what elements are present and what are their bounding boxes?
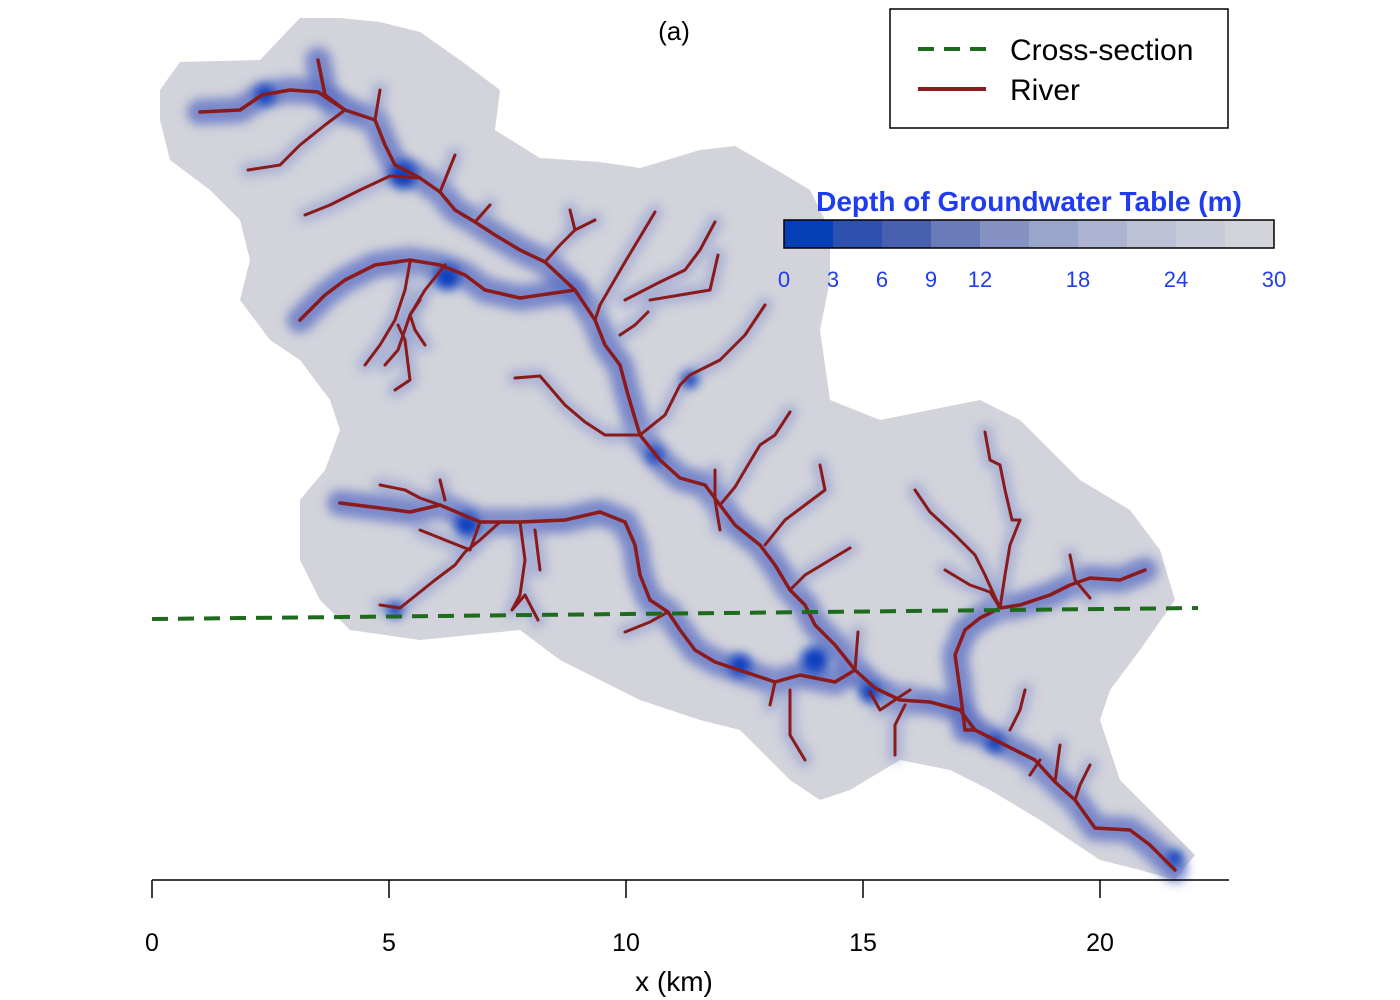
legend: Cross-section River: [889, 8, 1229, 129]
river-tributary: [246, 108, 347, 172]
x-tick-label: 15: [849, 929, 877, 957]
river-tributary: [533, 528, 542, 572]
river-tributary: [913, 488, 1002, 610]
x-axis-ticks: 0 5 10 15 20: [145, 880, 1114, 957]
river-tributary: [943, 568, 1002, 610]
colorbar-tick-label: 12: [968, 267, 992, 292]
river-main-channel: [338, 501, 857, 684]
watershed-domain: [160, 18, 1195, 880]
river-tributary: [373, 88, 382, 122]
river-tributary: [768, 680, 777, 707]
colorbar-tick-label: 18: [1066, 267, 1090, 292]
shallow-pocket: [682, 372, 698, 388]
river-tributary: [438, 153, 457, 194]
colorbar-title: Depth of Groundwater Table (m): [816, 186, 1242, 217]
river-tributary: [1028, 758, 1042, 777]
river-tributary: [418, 520, 482, 552]
colorbar-swatches: [784, 220, 1274, 248]
cross-section-line: [151, 606, 1199, 621]
colorbar-swatch: [1029, 220, 1078, 248]
shallow-pocket: [1167, 850, 1183, 866]
colorbar-tick-label: 9: [925, 267, 937, 292]
river-tributary: [1068, 553, 1092, 600]
river-tributary: [893, 703, 907, 757]
colorbar: Depth of Groundwater Table (m) 0 3 6 9 12 18 2…: [778, 186, 1286, 292]
river-tributary: [713, 468, 722, 532]
river-tributary: [363, 260, 412, 367]
x-tick-label: 20: [1086, 929, 1114, 957]
colorbar-tick-label: 0: [778, 267, 790, 292]
x-tick-label: 10: [612, 929, 640, 957]
river-tributary: [1053, 743, 1062, 784]
river-tributary: [788, 546, 852, 592]
panel-label: (a): [658, 16, 690, 46]
river-tributary: [1008, 688, 1027, 732]
river-tributary: [983, 430, 1022, 610]
river-tributary: [408, 298, 427, 347]
river-tributary: [853, 630, 860, 672]
river-tributary: [378, 483, 442, 507]
colorbar-tick-label: 24: [1164, 267, 1188, 292]
colorbar-swatch: [1176, 220, 1225, 248]
river-tributary: [393, 323, 412, 392]
river-tributary: [623, 610, 670, 634]
x-tick-label: 0: [145, 929, 159, 957]
colorbar-swatch: [882, 220, 931, 248]
river-network: [198, 58, 1177, 872]
river-tributary: [543, 228, 577, 264]
colorbar-swatch: [1078, 220, 1127, 248]
colorbar-swatch: [931, 220, 980, 248]
river-tributary: [473, 203, 492, 224]
river-tributary: [788, 688, 807, 762]
legend-cross-section-label: Cross-section: [1010, 34, 1193, 67]
river-tributary: [378, 520, 502, 610]
colorbar-swatch: [980, 220, 1029, 248]
colorbar-tick-labels: 0 3 6 9 12 18 24 30: [778, 267, 1286, 292]
colorbar-tick-label: 30: [1262, 267, 1286, 292]
colorbar-tick-label: 3: [827, 267, 839, 292]
colorbar-swatch: [1127, 220, 1176, 248]
x-axis: 0 5 10 15 20 x (km): [145, 879, 1229, 997]
colorbar-swatch: [1225, 220, 1274, 248]
river-tributary: [763, 463, 827, 547]
river-tributary: [618, 310, 650, 337]
shallow-pocket: [389, 161, 417, 189]
river-main-channel: [198, 88, 347, 114]
river-tributary: [623, 220, 717, 302]
colorbar-swatch: [833, 220, 882, 248]
river-tributary: [513, 374, 642, 437]
shallow-pocket: [801, 646, 829, 674]
colorbar-swatch: [784, 220, 833, 248]
river-main-channel: [316, 58, 1177, 872]
river-tributary: [638, 303, 767, 437]
legend-river-label: River: [1010, 74, 1080, 107]
river-tributary: [648, 253, 720, 302]
river-tributary: [593, 210, 657, 322]
river-tributary: [438, 478, 447, 502]
river-tributary: [510, 520, 540, 622]
x-axis-title: x (km): [635, 966, 713, 997]
river-main-channel: [298, 258, 577, 322]
river-tributary: [1073, 763, 1092, 802]
colorbar-tick-label: 6: [876, 267, 888, 292]
x-tick-label: 5: [382, 929, 396, 957]
river-tributary: [303, 174, 422, 217]
river-tributary: [718, 410, 792, 507]
river-tributary: [868, 688, 912, 712]
